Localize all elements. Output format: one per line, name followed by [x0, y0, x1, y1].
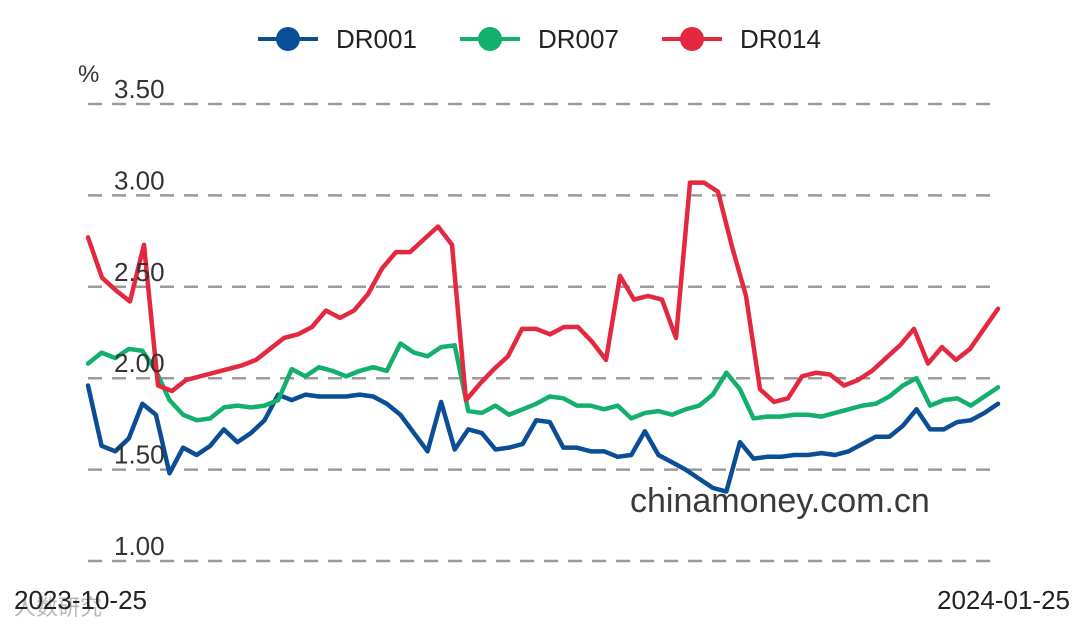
legend-marker-dr001 [276, 27, 300, 51]
series-line-dr014 [85, 180, 1001, 405]
legend-item-dr001[interactable]: DR001 [258, 24, 417, 54]
y-tick-labels: 1.00 1.50 2.00 2.50 3.00 3.50 [114, 74, 165, 561]
series-line-dr001 [85, 383, 1001, 494]
x-axis-end-label: 2024-01-25 [937, 585, 1070, 615]
series-line-dr007 [85, 341, 1001, 423]
legend-label-dr001: DR001 [336, 24, 417, 54]
legend: DR001 DR007 DR014 [258, 24, 821, 54]
legend-label-dr014: DR014 [740, 24, 821, 54]
watermark-text: chinamoney.com.cn [630, 482, 930, 520]
y-tick-label-1.50: 1.50 [114, 440, 165, 470]
legend-item-dr007[interactable]: DR007 [460, 24, 619, 54]
x-axis-start-label: 2023-10-25 [14, 585, 147, 615]
y-tick-label-2.50: 2.50 [114, 257, 165, 287]
y-tick-label-3.00: 3.00 [114, 165, 165, 195]
y-tick-label-2.00: 2.00 [114, 348, 165, 378]
y-tick-label-3.50: 3.50 [114, 74, 165, 104]
legend-marker-dr007 [478, 27, 502, 51]
y-axis-unit-label: % [78, 61, 99, 88]
y-tick-label-1.00: 1.00 [114, 531, 165, 561]
series-group [85, 180, 1001, 494]
legend-item-dr014[interactable]: DR014 [662, 24, 821, 54]
legend-marker-dr014 [680, 27, 704, 51]
faint-logo-text: 人数研究 [14, 595, 102, 620]
legend-label-dr007: DR007 [538, 24, 619, 54]
grid-lines [88, 102, 998, 563]
